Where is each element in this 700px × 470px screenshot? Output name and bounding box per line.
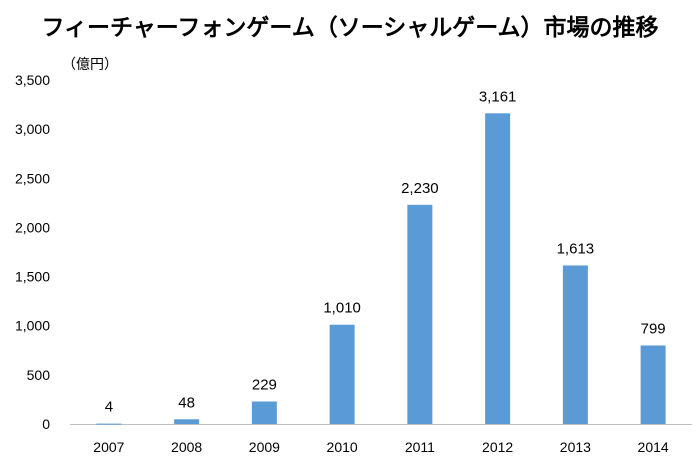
y-tick-label: 1,000 [15,318,50,334]
x-tick-label: 2011 [405,439,435,455]
data-label: 1,010 [323,300,361,317]
y-tick-label: 500 [27,367,51,383]
bar [174,419,200,424]
data-label: 229 [252,376,277,393]
x-tick-label: 2014 [638,439,669,455]
data-label: 799 [641,320,666,337]
data-label: 1,613 [557,240,595,257]
y-tick-label: 3,000 [15,121,50,137]
chart-title: フィーチャーフォンゲーム（ソーシャルゲーム）市場の推移 [41,15,659,41]
bar [251,401,277,424]
y-tick-label: 0 [42,416,50,432]
x-tick-label: 2007 [93,439,124,455]
bar [329,324,355,424]
x-tick-label: 2013 [560,439,591,455]
data-label: 2,230 [401,180,439,197]
x-tick-label: 2008 [171,439,202,455]
x-tick-label: 2010 [327,439,358,455]
data-label: 48 [178,394,195,411]
bar [485,113,511,425]
y-axis-unit-label: （億円） [62,57,118,73]
bar [96,423,122,425]
x-tick-label: 2012 [482,439,513,455]
x-tick-label: 2009 [249,439,280,455]
y-tick-label: 2,500 [15,170,50,186]
y-tick-label: 1,500 [15,269,50,285]
y-tick-label: 3,500 [15,72,50,88]
data-label: 4 [105,399,113,416]
bar [562,265,588,424]
bar [407,204,433,424]
y-tick-label: 2,000 [15,219,50,235]
data-label: 3,161 [479,88,517,105]
bar [640,345,666,424]
